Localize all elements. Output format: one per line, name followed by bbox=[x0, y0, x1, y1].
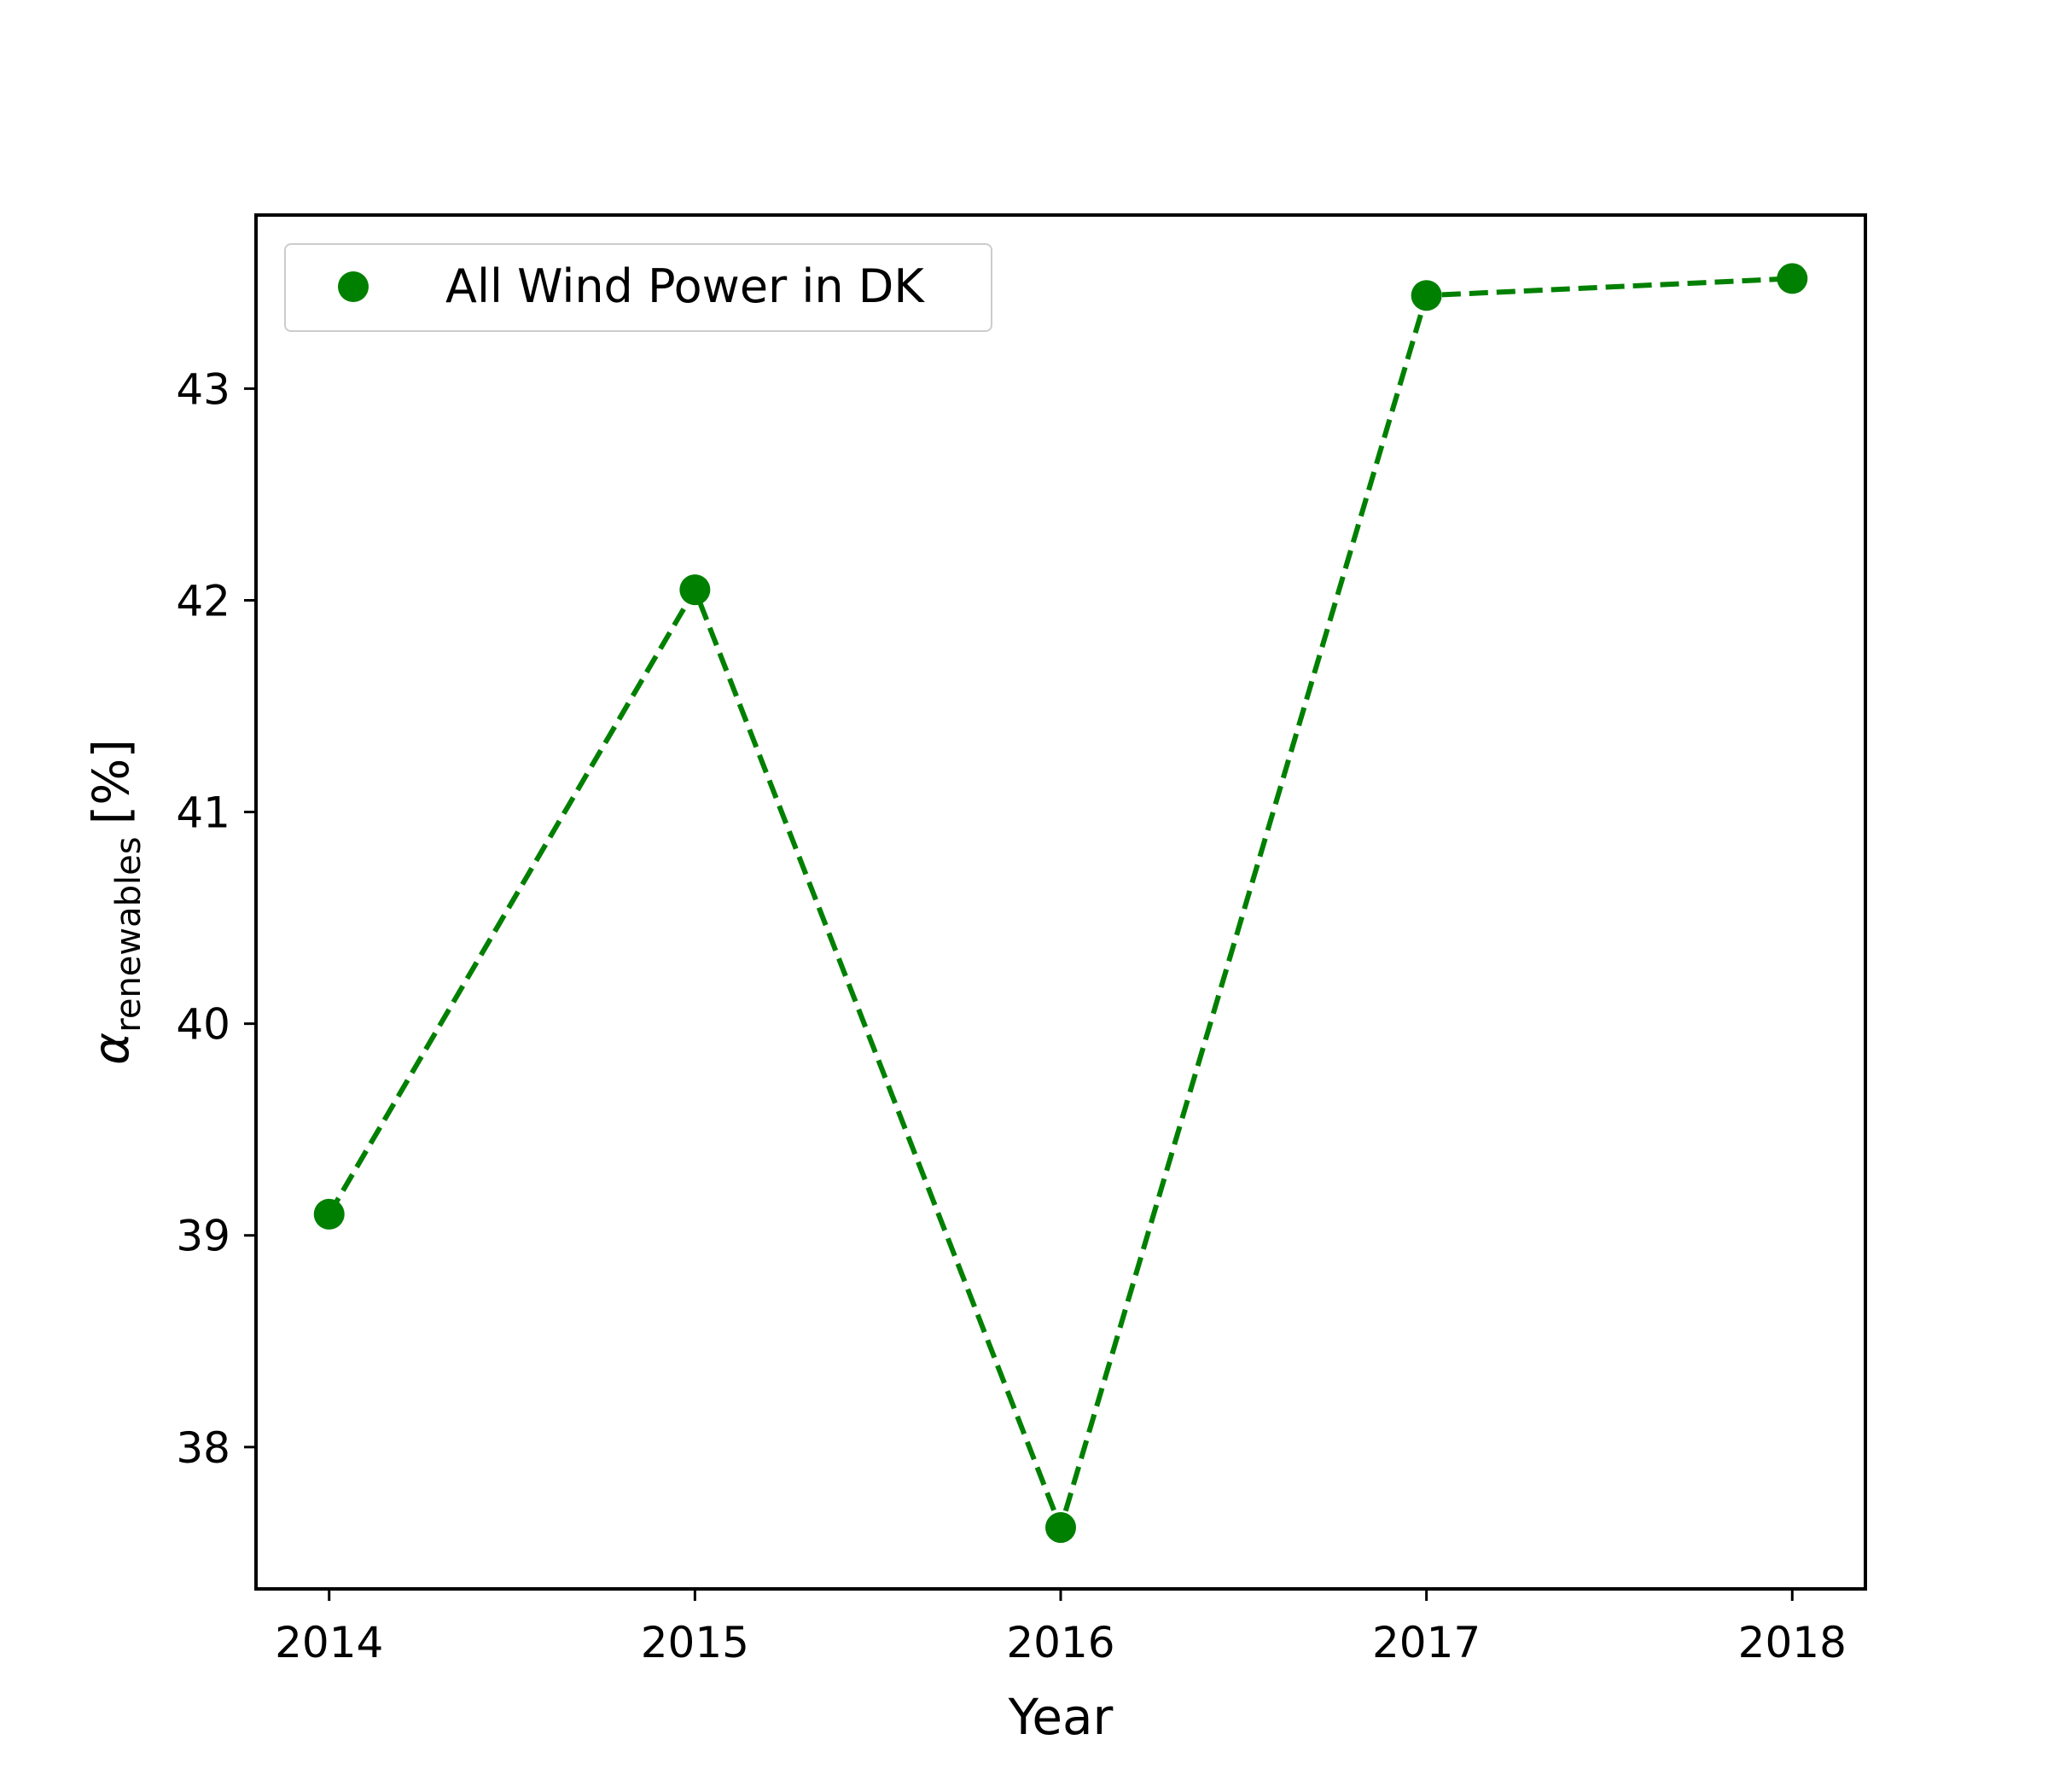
series-layer bbox=[313, 263, 1808, 1544]
x-tick-label: 2014 bbox=[275, 1618, 383, 1667]
y-axis-subscript: renewables bbox=[109, 836, 148, 1032]
legend-marker bbox=[338, 271, 369, 302]
data-point bbox=[679, 574, 711, 606]
y-axis-unit: [%] bbox=[82, 739, 140, 824]
x-tick-label: 2018 bbox=[1738, 1618, 1847, 1667]
y-tick-label: 38 bbox=[176, 1423, 230, 1473]
y-tick-label: 42 bbox=[176, 576, 230, 625]
plot-frame bbox=[254, 213, 1867, 1591]
data-point bbox=[1045, 1512, 1076, 1544]
x-tick-label: 2015 bbox=[641, 1618, 749, 1667]
y-tick-label: 39 bbox=[176, 1212, 230, 1261]
data-point bbox=[313, 1198, 345, 1230]
legend: All Wind Power in DK bbox=[284, 243, 992, 332]
axis-ticks: 2014 2015 2016 2017 2018 38 39 40 41 42 43 bbox=[176, 364, 1847, 1667]
x-tick-label: 2017 bbox=[1372, 1618, 1481, 1667]
y-axis-label: αrenewables [%] bbox=[82, 739, 148, 1065]
legend-box bbox=[284, 243, 992, 332]
data-point bbox=[1411, 280, 1442, 311]
legend-label: All Wind Power in DK bbox=[445, 259, 925, 313]
data-point bbox=[1777, 263, 1808, 294]
x-axis-label: Year bbox=[1008, 1688, 1114, 1746]
y-axis-symbol: α bbox=[82, 1033, 140, 1065]
y-tick-label: 41 bbox=[176, 788, 230, 838]
y-tick-label: 43 bbox=[176, 364, 230, 414]
y-tick-label: 40 bbox=[176, 1000, 230, 1050]
x-tick-label: 2016 bbox=[1006, 1618, 1114, 1667]
